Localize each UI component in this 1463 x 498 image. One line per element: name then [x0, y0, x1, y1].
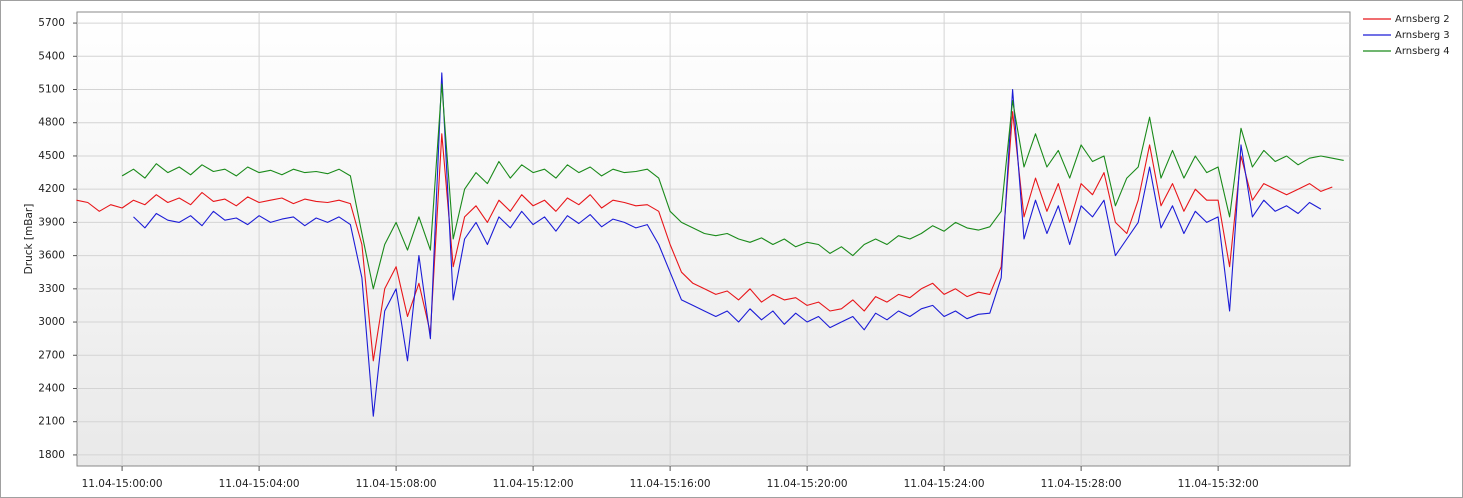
series-line	[121, 83, 1344, 290]
x-tick-label: 11.04-15:04:00	[219, 478, 300, 490]
x-tick-label: 11.04-15:24:00	[904, 478, 985, 490]
legend-label: Arnsberg 3	[1395, 30, 1450, 41]
y-axis-label: Druck [mBar]	[23, 204, 35, 275]
x-tick-label: 11.04-15:28:00	[1041, 478, 1122, 490]
y-tick-label: 5400	[38, 50, 65, 62]
x-tick-label: 11.04-15:20:00	[767, 478, 848, 490]
legend-label: Arnsberg 4	[1395, 46, 1450, 57]
y-tick-label: 5100	[38, 84, 65, 96]
y-tick-label: 4500	[38, 150, 65, 162]
series-line	[133, 72, 1322, 417]
series-line	[76, 111, 1333, 362]
y-tick-label: 2100	[38, 416, 65, 428]
y-tick-label: 1800	[38, 449, 65, 461]
y-tick-label: 4800	[38, 117, 65, 129]
y-tick-label: 3000	[38, 316, 65, 328]
y-tick-label: 3600	[38, 250, 65, 262]
y-tick-label: 4200	[38, 183, 65, 195]
y-tick-label: 5700	[38, 17, 65, 29]
legend-label: Arnsberg 2	[1395, 14, 1450, 25]
y-tick-label: 3900	[38, 216, 65, 228]
plot-area	[76, 11, 1351, 467]
x-tick-label: 11.04-15:00:00	[82, 478, 163, 490]
y-tick-label: 2400	[38, 382, 65, 394]
x-tick-label: 11.04-15:32:00	[1178, 478, 1259, 490]
x-tick-label: 11.04-15:12:00	[493, 478, 574, 490]
x-tick-label: 11.04-15:08:00	[356, 478, 437, 490]
y-tick-label: 2700	[38, 349, 65, 361]
grid	[77, 12, 1350, 466]
x-tick-label: 11.04-15:16:00	[630, 478, 711, 490]
y-tick-label: 3300	[38, 283, 65, 295]
